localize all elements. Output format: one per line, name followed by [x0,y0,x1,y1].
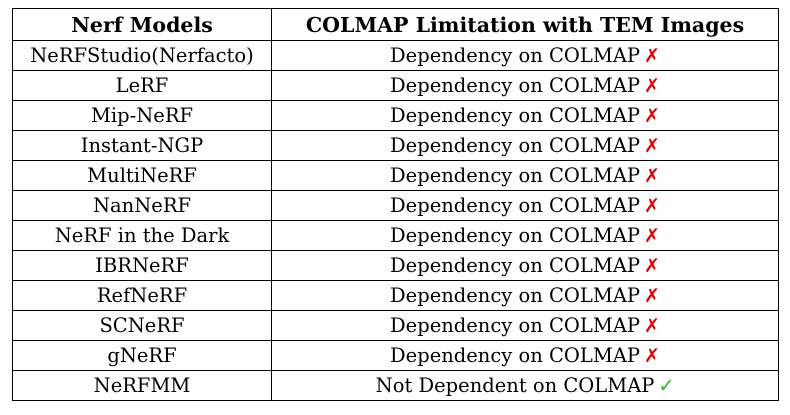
limitation-text: Dependency on COLMAP [390,194,641,217]
table-row: RefNeRF Dependency on COLMAP ✗ [12,280,779,311]
limitation-text: Dependency on COLMAP [390,254,641,277]
cross-mark-icon: ✗ [644,345,660,367]
limitation-cell: Dependency on COLMAP ✗ [271,340,779,371]
model-name-cell: Instant-NGP [12,130,272,161]
header-nerf-models: Nerf Models [12,8,272,41]
table-row: MultiNeRF Dependency on COLMAP ✗ [12,160,779,191]
table-row: SCNeRF Dependency on COLMAP ✗ [12,310,779,341]
limitation-cell: Dependency on COLMAP ✗ [271,100,779,131]
limitation-text: Dependency on COLMAP [390,164,641,187]
limitation-cell: Dependency on COLMAP ✗ [271,160,779,191]
limitation-cell: Dependency on COLMAP ✗ [271,250,779,281]
cross-mark-icon: ✗ [644,135,660,157]
cross-mark-icon: ✗ [644,285,660,307]
model-name-cell: NeRF in the Dark [12,220,272,251]
table-row: NeRFStudio(Nerfacto) Dependency on COLMAP… [12,40,779,71]
cross-mark-icon: ✗ [644,75,660,97]
model-name-cell: NanNeRF [12,190,272,221]
table-row: NeRF in the Dark Dependency on COLMAP ✗ [12,220,779,251]
limitation-cell: Dependency on COLMAP ✗ [271,130,779,161]
model-name-cell: RefNeRF [12,280,272,311]
limitation-cell: Not Dependent on COLMAP ✓ [271,370,779,401]
table-row: gNeRF Dependency on COLMAP ✗ [12,340,779,371]
model-name-cell: gNeRF [12,340,272,371]
limitation-text: Dependency on COLMAP [390,74,641,97]
model-name-cell: NeRFMM [12,370,272,401]
limitation-text: Dependency on COLMAP [390,284,641,307]
table-row: Instant-NGP Dependency on COLMAP ✗ [12,130,779,161]
cross-mark-icon: ✗ [644,315,660,337]
table-row: IBRNeRF Dependency on COLMAP ✗ [12,250,779,281]
model-name-cell: LeRF [12,70,272,101]
limitation-text: Dependency on COLMAP [390,134,641,157]
model-name-cell: Mip-NeRF [12,100,272,131]
table-row: NanNeRF Dependency on COLMAP ✗ [12,190,779,221]
table-row: NeRFMM Not Dependent on COLMAP ✓ [12,370,779,401]
header-colmap-limitation: COLMAP Limitation with TEM Images [271,8,779,41]
limitation-text: Dependency on COLMAP [390,104,641,127]
model-name-cell: SCNeRF [12,310,272,341]
limitation-text: Not Dependent on COLMAP [375,374,655,397]
limitation-text: Dependency on COLMAP [390,314,641,337]
limitation-cell: Dependency on COLMAP ✗ [271,310,779,341]
limitation-text: Dependency on COLMAP [390,344,641,367]
cross-mark-icon: ✗ [644,45,660,67]
limitation-cell: Dependency on COLMAP ✗ [271,190,779,221]
cross-mark-icon: ✗ [644,195,660,217]
cross-mark-icon: ✗ [644,165,660,187]
nerf-comparison-table: Nerf Models COLMAP Limitation with TEM I… [12,8,779,401]
check-mark-icon: ✓ [658,375,675,397]
cross-mark-icon: ✗ [644,255,660,277]
table-row: Mip-NeRF Dependency on COLMAP ✗ [12,100,779,131]
limitation-cell: Dependency on COLMAP ✗ [271,40,779,71]
table-body: NeRFStudio(Nerfacto) Dependency on COLMAP… [12,40,779,401]
model-name-cell: MultiNeRF [12,160,272,191]
cross-mark-icon: ✗ [644,225,660,247]
limitation-cell: Dependency on COLMAP ✗ [271,280,779,311]
limitation-text: Dependency on COLMAP [390,224,641,247]
limitation-text: Dependency on COLMAP [390,44,641,67]
model-name-cell: IBRNeRF [12,250,272,281]
cross-mark-icon: ✗ [644,105,660,127]
limitation-cell: Dependency on COLMAP ✗ [271,70,779,101]
table-header-row: Nerf Models COLMAP Limitation with TEM I… [12,8,779,41]
table-row: LeRF Dependency on COLMAP ✗ [12,70,779,101]
model-name-cell: NeRFStudio(Nerfacto) [12,40,272,71]
limitation-cell: Dependency on COLMAP ✗ [271,220,779,251]
